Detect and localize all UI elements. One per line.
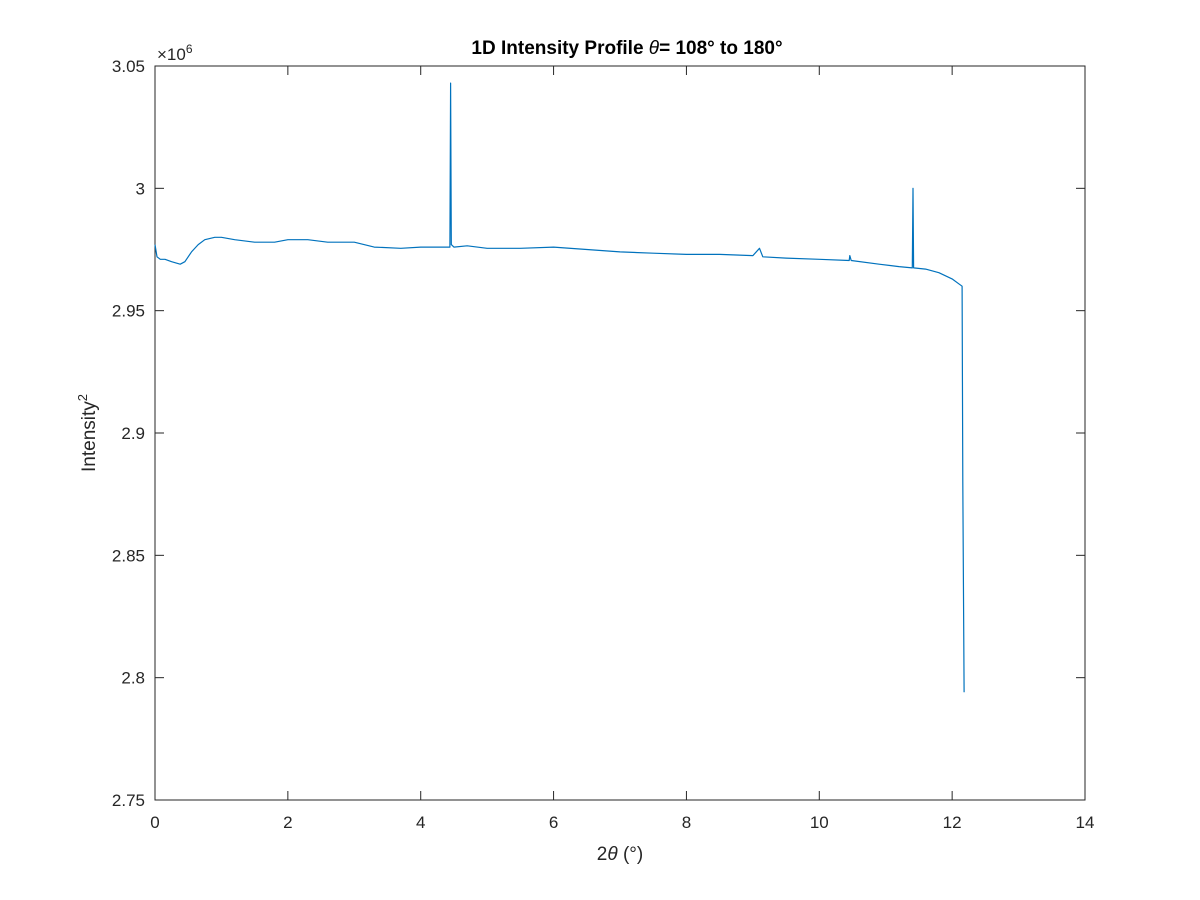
x-axis: 0 2 4 6 8 10 12 14 xyxy=(150,66,1094,832)
y-tick-label: 2.8 xyxy=(121,669,145,688)
x-tick-label: 2 xyxy=(283,813,292,832)
chart-title: 1D Intensity Profile θ= 108° to 180° xyxy=(471,38,782,59)
x-axis-label: 2θ (°) xyxy=(597,844,643,865)
y-tick-label: 2.75 xyxy=(112,791,145,810)
series-line xyxy=(154,82,965,693)
x-tick-label: 8 xyxy=(682,813,691,832)
x-tick-label: 14 xyxy=(1076,813,1095,832)
x-tick-label: 4 xyxy=(416,813,425,832)
y-tick-label: 2.9 xyxy=(121,424,145,443)
y-tick-label: 3 xyxy=(136,179,145,198)
y-axis-label: Intensity2 xyxy=(75,394,100,472)
x-tick-label: 10 xyxy=(810,813,829,832)
y-exponent-label: ×106 xyxy=(157,42,193,64)
x-tick-label: 0 xyxy=(150,813,159,832)
plot-area xyxy=(154,65,1086,801)
x-tick-label: 12 xyxy=(943,813,962,832)
y-tick-label: 3.05 xyxy=(112,57,145,76)
y-tick-label: 2.85 xyxy=(112,546,145,565)
y-axis: 2.75 2.8 2.85 2.9 2.95 3 3.05 xyxy=(112,57,1085,810)
y-tick-label: 2.95 xyxy=(112,302,145,321)
x-tick-label: 6 xyxy=(549,813,558,832)
